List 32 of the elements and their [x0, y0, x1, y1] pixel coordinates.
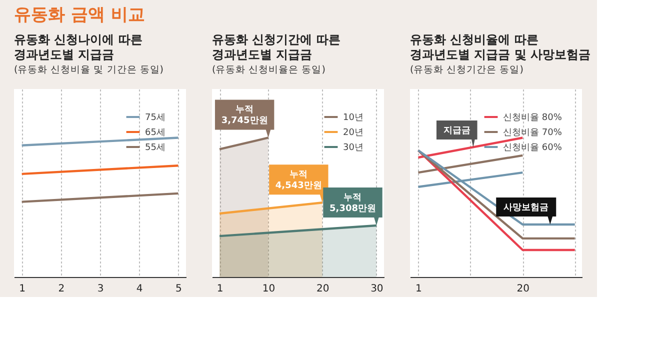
- x-tick-label: 1: [216, 284, 224, 294]
- x-tick-label: 20: [316, 284, 330, 294]
- legend-label: 55세: [145, 143, 166, 153]
- chart-subtitle: (유동화 신청비율 및 기간은 동일): [14, 64, 164, 76]
- x-tick-label: 2: [58, 284, 65, 294]
- chart-subtitle: (유동화 신청비율은 동일): [212, 64, 326, 76]
- legend-label: 신청비율 60%: [503, 143, 562, 153]
- annotation: 누적 4,543만원: [275, 170, 322, 192]
- legend-label: 30년: [343, 143, 364, 153]
- x-tick-label: 4: [136, 284, 143, 294]
- x-tick-label: 20: [516, 284, 530, 294]
- legend-label: 20년: [343, 128, 364, 138]
- chart-title: 유동화 신청비율에 따른 경과년도별 지급금 및 사망보험금: [410, 32, 591, 62]
- legend-label: 65세: [145, 128, 166, 138]
- x-tick-label: 1: [19, 284, 26, 294]
- x-tick-label: 30: [370, 284, 384, 294]
- annotation: 지급금: [442, 126, 470, 136]
- annotation: 사망보험금: [504, 203, 549, 213]
- text: 유동화 금액 비교: [14, 5, 145, 25]
- chart-title: 유동화 신청기간에 따른 경과년도별 지급금: [212, 32, 340, 62]
- annotation: 누적 3,745만원: [221, 105, 268, 126]
- legend-label: 10년: [343, 113, 364, 123]
- x-tick-label: 1: [416, 284, 422, 294]
- annotation: 누적 5,308만원: [330, 192, 376, 214]
- legend-label: 신청비율 70%: [503, 128, 562, 138]
- chart-subtitle: (유동화 신청기간은 동일): [410, 64, 524, 76]
- x-tick-label: 5: [175, 284, 182, 294]
- x-tick-label: 10: [262, 284, 276, 294]
- x-tick-label: 3: [97, 284, 104, 294]
- legend-label: 75세: [145, 113, 166, 123]
- legend-label: 신청비율 80%: [503, 113, 562, 123]
- chart-title: 유동화 신청나이에 따른 경과년도별 지급금: [14, 32, 142, 62]
